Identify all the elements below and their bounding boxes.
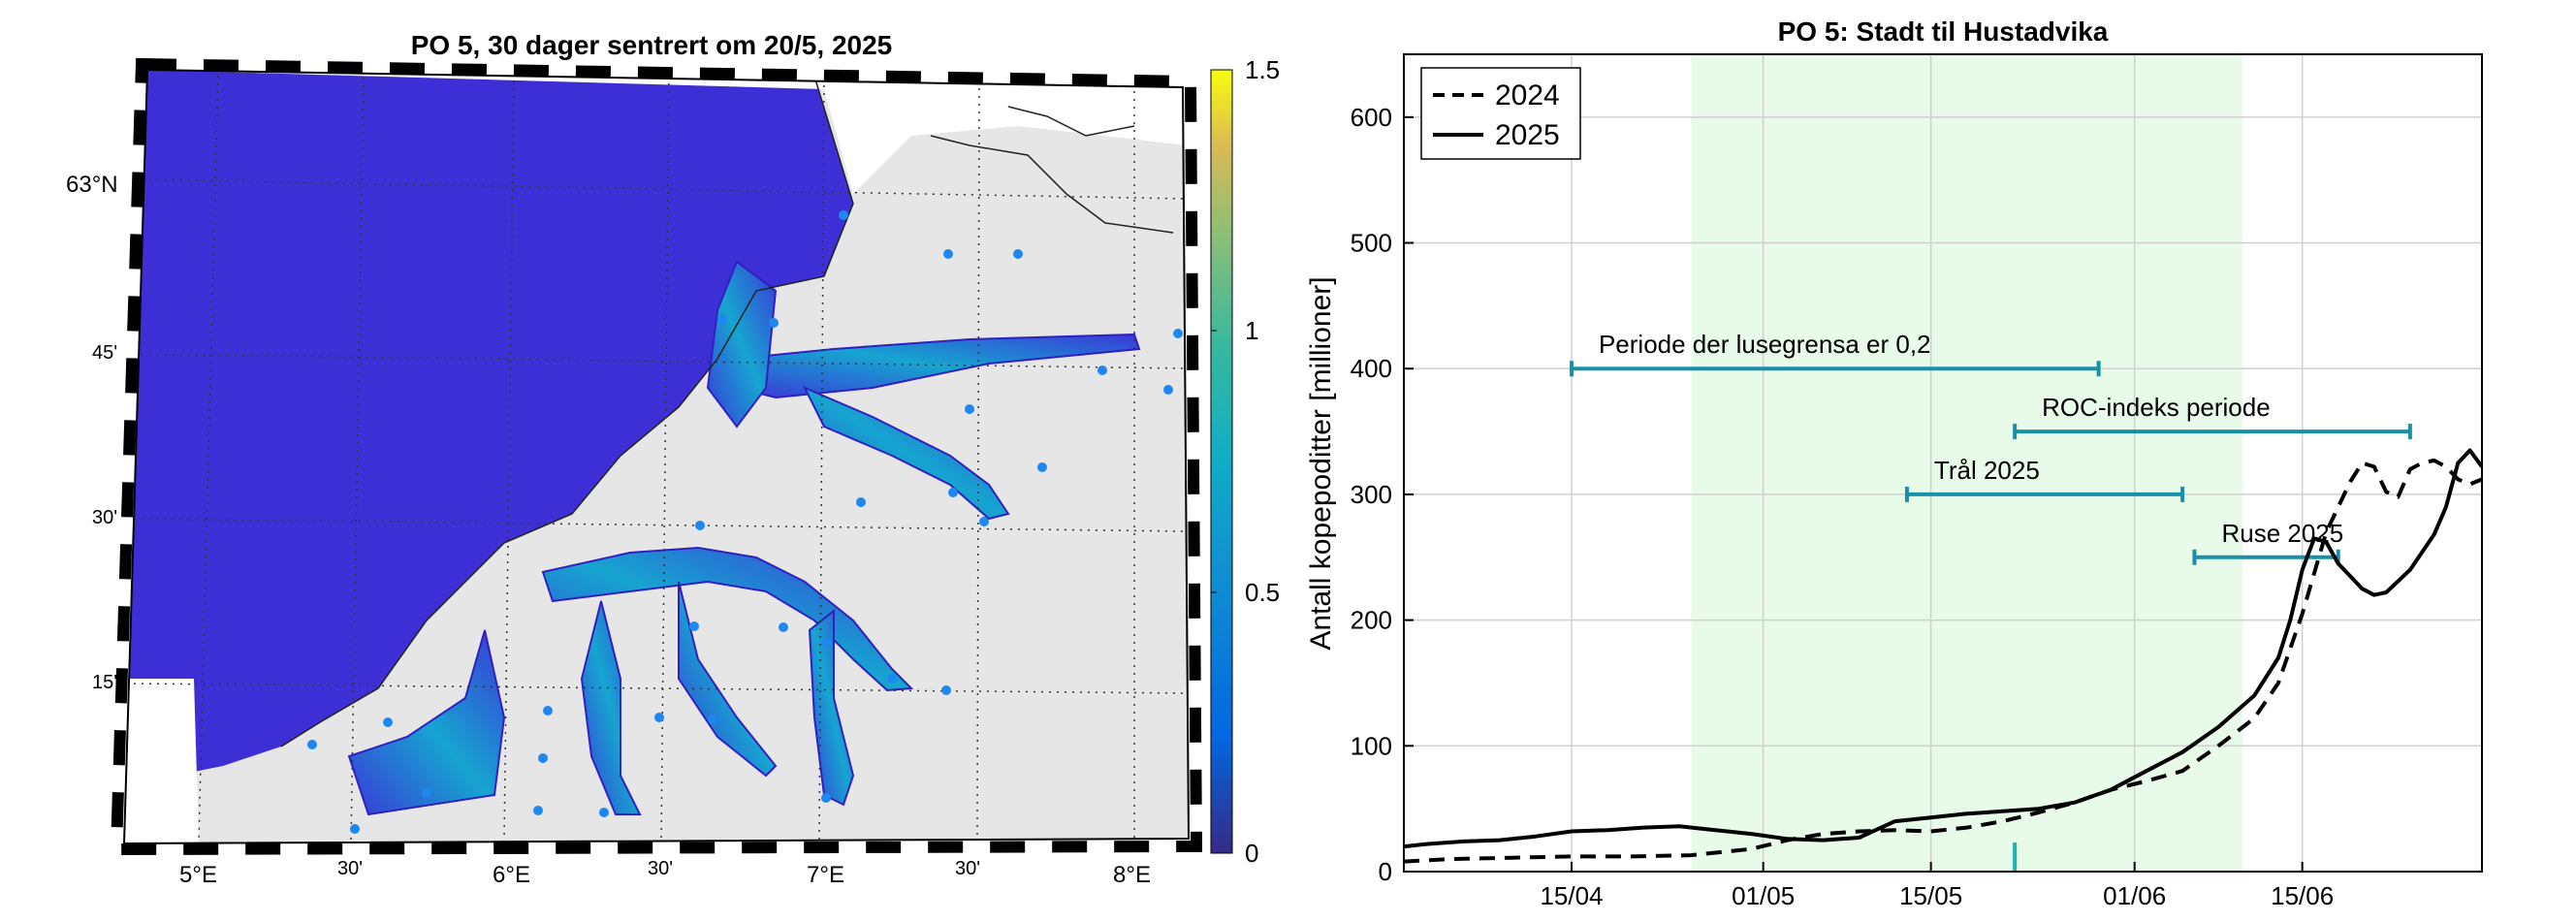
series-line-2024 — [1404, 458, 2482, 864]
series-line-2025 — [1404, 448, 2482, 849]
y-tick-label: 200 — [1351, 606, 1392, 635]
chart-legend: 2024 2025 — [1420, 67, 1581, 160]
y-tick-label: 100 — [1351, 731, 1392, 760]
chart-title: PO 5: Stadt til Hustadvika — [1778, 16, 2109, 47]
fjord-system — [347, 260, 1141, 816]
y-tick-label: 600 — [1351, 103, 1392, 132]
lat-label-63n: 63°N — [66, 172, 118, 198]
y-tick-label: 0 — [1379, 857, 1392, 886]
lon-label-7e: 7°E — [807, 862, 844, 888]
coastline — [280, 70, 1174, 747]
colorbar-tick-1: 1 — [1245, 316, 1258, 345]
y-tick-label: 400 — [1351, 354, 1392, 383]
lat-label-15: 15' — [92, 672, 117, 693]
lon-label-6-30: 30' — [648, 858, 673, 879]
station-markers — [307, 210, 1183, 834]
x-tick-label: 15/06 — [2271, 881, 2334, 910]
y-tick-label: 500 — [1351, 229, 1392, 258]
map-lon-labels: 5°E 30' 6°E 30' 7°E 30' 8°E — [179, 858, 1151, 888]
interval-0: Periode der lusegrensa er 0,2 — [1569, 330, 2101, 377]
sea-white-sw — [124, 679, 199, 843]
legend-label-2025: 2025 — [1495, 119, 1560, 151]
legend-box — [1420, 67, 1581, 160]
colorbar-tick-1.5: 1.5 — [1245, 55, 1280, 84]
open-sea — [124, 70, 853, 785]
lon-label-5-30: 30' — [337, 858, 363, 879]
x-tick-label: 15/04 — [1540, 881, 1603, 910]
y-tick-label: 300 — [1351, 480, 1392, 509]
x-tick-label: 01/06 — [2103, 881, 2166, 910]
map-graticule — [125, 70, 1189, 843]
chart-plot-area: Periode der lusegrensa er 0,2 ROC-indeks … — [1351, 53, 2483, 910]
shaded-period — [1691, 54, 2242, 872]
colorbar-gradient — [1210, 69, 1233, 854]
colorbar-tick-0: 0 — [1245, 839, 1258, 868]
interval-label: Trål 2025 — [1934, 456, 2040, 485]
map-frame — [124, 70, 1189, 843]
map-border — [110, 57, 1203, 856]
legend-label-2024: 2024 — [1495, 79, 1560, 111]
lon-label-8e: 8°E — [1113, 862, 1151, 888]
map-title: PO 5, 30 dager sentrert om 20/5, 2025 — [411, 30, 892, 60]
lon-label-6e: 6°E — [493, 862, 530, 888]
x-tick-label: 01/05 — [1732, 881, 1795, 910]
colorbar: 0 0.5 1 1.5 — [1210, 55, 1280, 868]
colorbar-tick-0.5: 0.5 — [1245, 578, 1280, 607]
interval-label: Periode der lusegrensa er 0,2 — [1599, 330, 1931, 359]
lat-label-30: 30' — [92, 507, 117, 528]
interval-label: ROC-indeks periode — [2042, 393, 2271, 422]
lat-label-45: 45' — [92, 342, 117, 364]
lon-label-5e: 5°E — [179, 862, 217, 888]
land-white-ne — [810, 70, 1188, 194]
series-group — [1404, 448, 2482, 864]
axes-frame — [1403, 53, 2483, 873]
interval-2: Trål 2025 — [1904, 456, 2185, 502]
map-lat-labels: 63°N 45' 30' 15' — [66, 172, 118, 693]
x-tick-label: 15/05 — [1899, 881, 1962, 910]
interval-1: ROC-indeks periode — [2013, 393, 2412, 440]
y-axis-title: Antall kopepoditter [millioner] — [1305, 276, 1337, 650]
lon-label-7-30: 30' — [955, 858, 980, 879]
